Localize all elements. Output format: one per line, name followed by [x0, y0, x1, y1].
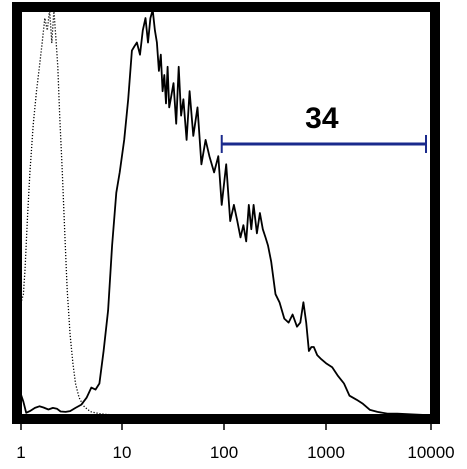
gate-marker: 34	[220, 102, 427, 153]
x-tick-label: 1	[16, 443, 25, 462]
x-tick-label: 1000	[307, 443, 345, 462]
plot-frame	[12, 2, 440, 424]
gate-percentage-label: 34	[305, 102, 339, 135]
x-tick-label: 10000	[407, 443, 454, 462]
series-control-dotted	[19, 9, 131, 417]
x-tick-label: 100	[210, 443, 238, 462]
series-sample-solid	[19, 9, 429, 417]
x-axis-ticks: 1 10 100 1000 10000	[16, 423, 455, 462]
series-layer	[19, 9, 429, 417]
x-tick-label: 10	[113, 443, 132, 462]
